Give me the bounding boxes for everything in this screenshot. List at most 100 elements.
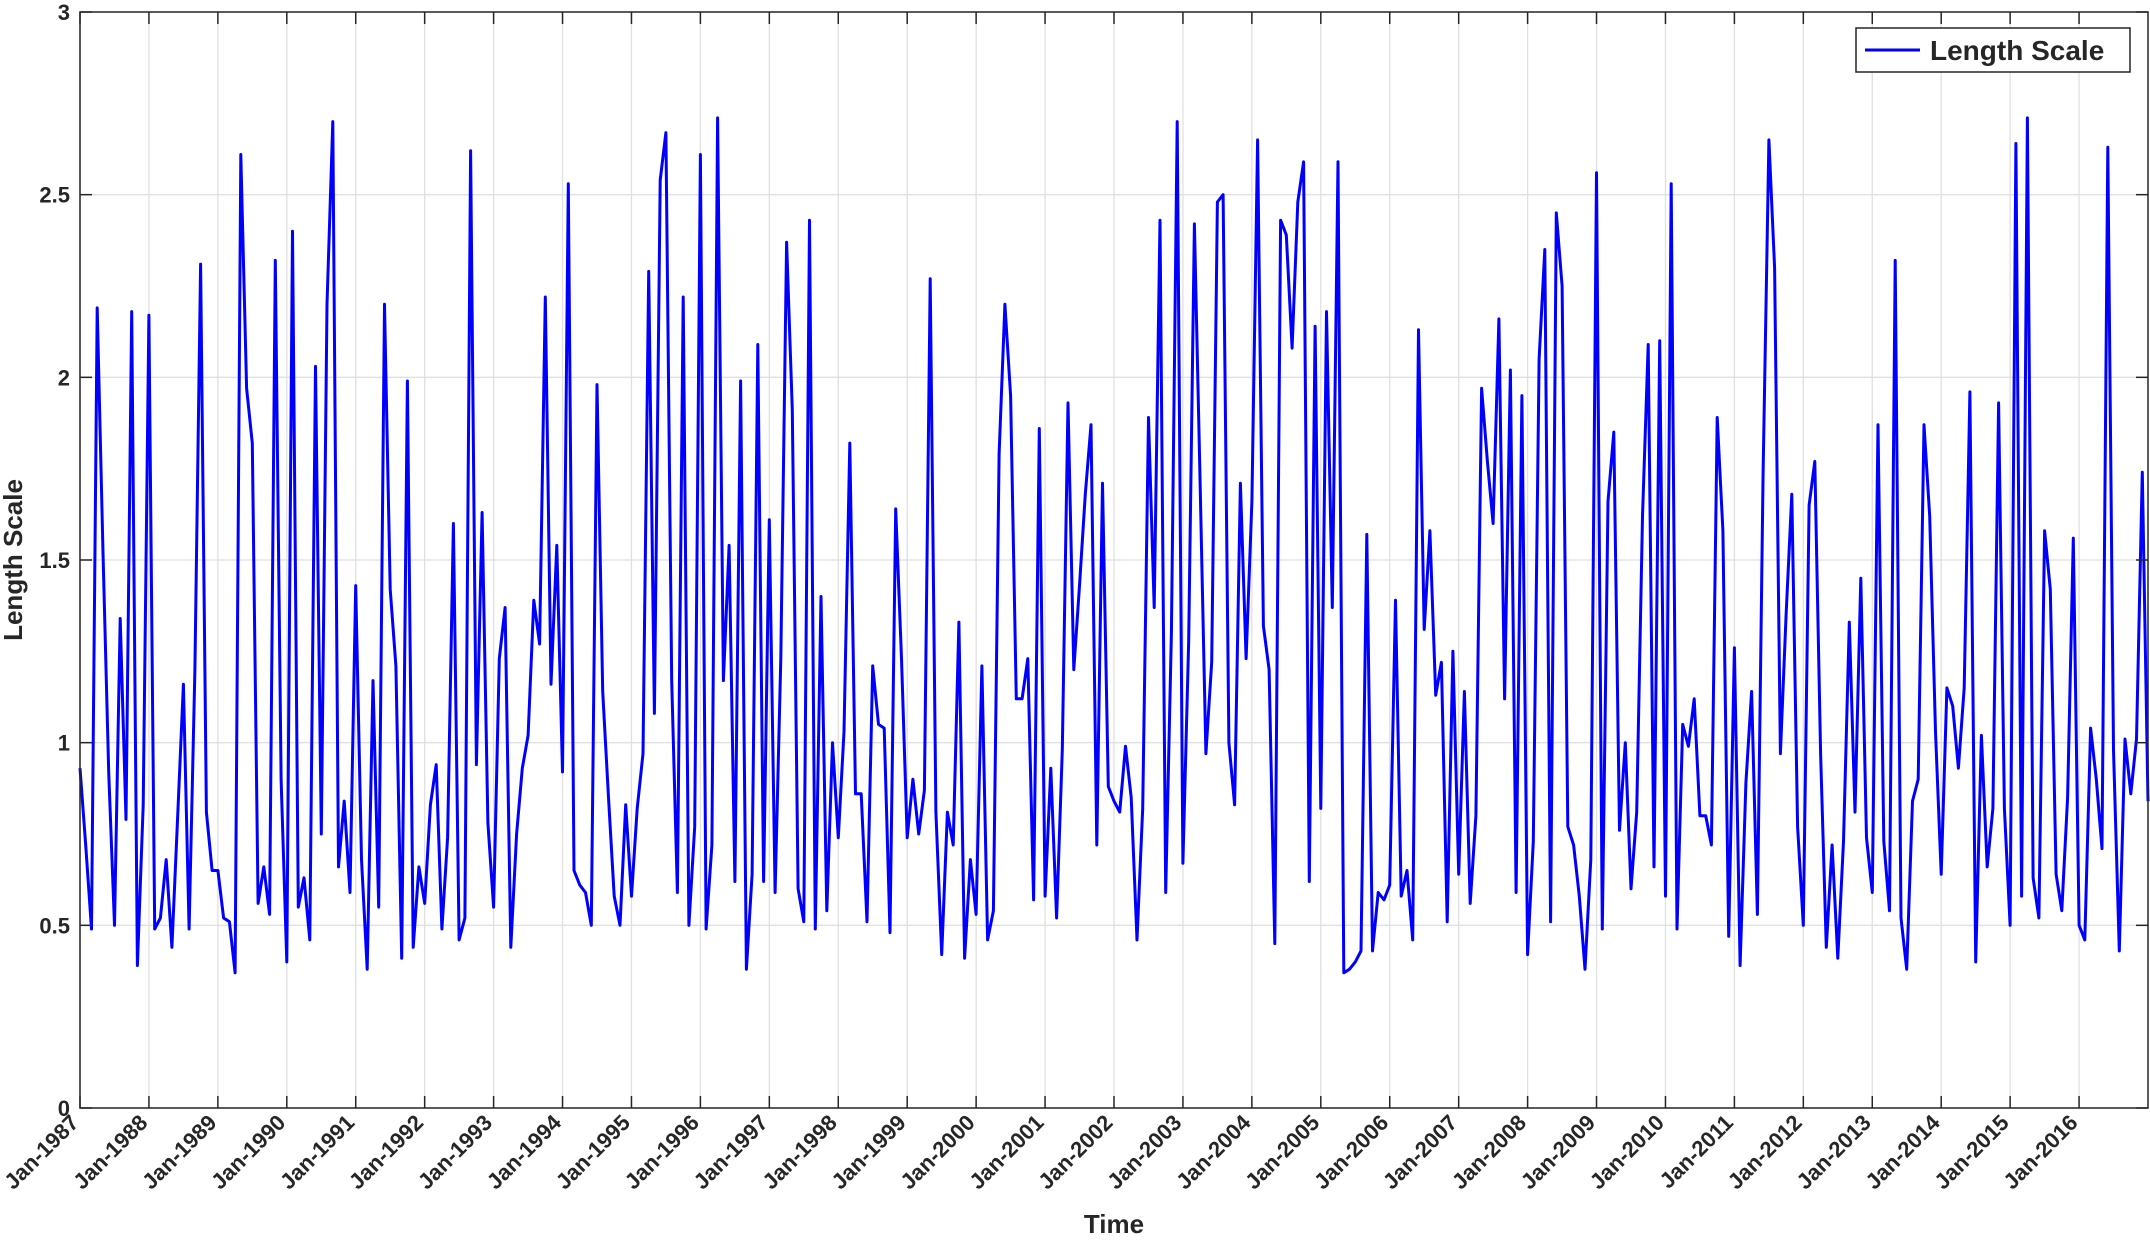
data-point xyxy=(267,911,273,917)
data-point xyxy=(370,678,376,684)
data-point xyxy=(916,831,922,837)
data-point xyxy=(341,798,347,804)
data-point xyxy=(2059,908,2065,914)
data-point xyxy=(893,506,899,512)
data-point xyxy=(491,904,497,910)
data-point xyxy=(1565,824,1571,830)
data-point xyxy=(255,900,261,906)
data-point xyxy=(1708,842,1714,848)
data-point xyxy=(1490,521,1496,527)
data-point xyxy=(2013,141,2019,147)
data-point xyxy=(2001,805,2007,811)
x-tick-label: Jan-2008 xyxy=(1447,1110,1531,1194)
data-point xyxy=(1978,732,1984,738)
data-point xyxy=(1519,393,1525,399)
data-point xyxy=(1875,422,1881,428)
data-point xyxy=(577,882,583,888)
x-tick-label: Jan-2003 xyxy=(1102,1110,1186,1194)
y-axis-title: Length Scale xyxy=(0,479,28,641)
data-point xyxy=(1054,915,1060,921)
data-point xyxy=(1456,871,1462,877)
data-point xyxy=(1525,952,1531,958)
data-point xyxy=(542,294,548,300)
data-point xyxy=(146,312,152,318)
data-point xyxy=(1341,970,1347,976)
data-point xyxy=(169,944,175,950)
data-point xyxy=(1617,827,1623,833)
data-point xyxy=(1938,871,1944,877)
data-point xyxy=(479,510,485,516)
data-point xyxy=(1530,838,1536,844)
data-point xyxy=(761,879,767,885)
legend[interactable]: Length Scale xyxy=(1855,27,2131,73)
data-point xyxy=(1226,740,1232,746)
data-point xyxy=(853,791,859,797)
x-tick-label: Jan-2004 xyxy=(1171,1109,1256,1194)
data-point xyxy=(841,729,847,735)
x-tick-label: Jan-2013 xyxy=(1792,1110,1876,1194)
data-point xyxy=(1180,860,1186,866)
data-point xyxy=(1002,301,1008,307)
data-point xyxy=(175,813,181,819)
data-point xyxy=(600,689,606,695)
data-point xyxy=(1588,857,1594,863)
data-point xyxy=(2047,586,2053,592)
data-point xyxy=(1260,623,1266,629)
data-point xyxy=(1576,893,1582,899)
data-point xyxy=(1812,458,1818,464)
data-point xyxy=(824,908,830,914)
data-point xyxy=(284,959,290,965)
data-point xyxy=(519,765,525,771)
data-point xyxy=(473,762,479,768)
data-point xyxy=(870,663,876,669)
data-point xyxy=(336,864,342,870)
data-point xyxy=(1295,199,1301,205)
y-tick-label: 2 xyxy=(58,365,70,390)
data-point xyxy=(525,732,531,738)
data-point xyxy=(1461,689,1467,695)
x-tick-label: Jan-2015 xyxy=(1929,1110,2013,1194)
data-point xyxy=(445,835,451,841)
data-point xyxy=(180,681,186,687)
data-point xyxy=(215,868,221,874)
data-point xyxy=(1800,922,1806,928)
data-point xyxy=(2122,736,2128,742)
data-point xyxy=(290,228,296,234)
x-tick-label: Jan-1993 xyxy=(413,1110,497,1194)
data-point xyxy=(1674,926,1680,932)
x-tick-label: Jan-2006 xyxy=(1309,1110,1393,1194)
data-point xyxy=(261,864,267,870)
x-tick-label: Jan-1994 xyxy=(482,1109,567,1194)
x-tick-label: Jan-1992 xyxy=(344,1110,428,1194)
data-point xyxy=(583,890,589,896)
data-point xyxy=(634,805,640,811)
data-point xyxy=(1881,838,1887,844)
data-point xyxy=(537,641,543,647)
x-tick-label: Jan-1987 xyxy=(0,1110,84,1194)
x-tick-label: Jan-1997 xyxy=(689,1110,773,1194)
data-point xyxy=(548,681,554,687)
data-point xyxy=(1795,824,1801,830)
data-point xyxy=(663,130,669,136)
data-point xyxy=(1444,919,1450,925)
data-point xyxy=(864,919,870,925)
data-point xyxy=(1955,765,1961,771)
data-point xyxy=(1777,751,1783,757)
data-point xyxy=(743,966,749,972)
data-point xyxy=(1232,802,1238,808)
data-point xyxy=(462,915,468,921)
data-point xyxy=(651,710,657,716)
data-point xyxy=(2111,747,2117,753)
data-point xyxy=(858,791,864,797)
data-point xyxy=(382,301,388,307)
data-point xyxy=(921,787,927,793)
data-point xyxy=(1685,743,1691,749)
data-point xyxy=(1306,879,1312,885)
data-point xyxy=(1869,890,1875,896)
data-point xyxy=(967,857,973,863)
data-point xyxy=(1990,805,1996,811)
data-point xyxy=(134,963,140,969)
data-point xyxy=(359,857,365,863)
data-point xyxy=(468,148,474,154)
